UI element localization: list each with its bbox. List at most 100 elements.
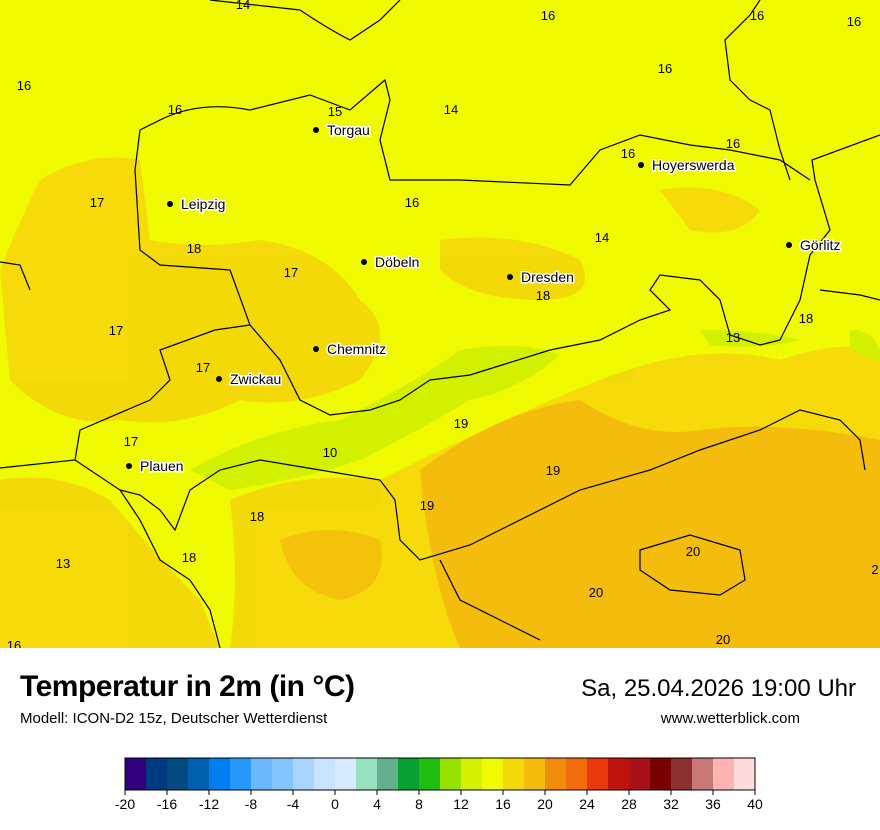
city-görlitz: Görlitz — [786, 236, 842, 255]
legend-tick-label: 8 — [415, 796, 423, 812]
legend-swatch — [167, 758, 189, 790]
legend-swatch — [146, 758, 168, 790]
model-source: Modell: ICON-D2 15z, Deutscher Wetterdie… — [20, 710, 328, 727]
legend-swatch — [503, 758, 525, 790]
city-zwickau: Zwickau — [216, 370, 283, 389]
legend-tick-label: 16 — [495, 796, 511, 812]
legend-tick-label: 36 — [705, 796, 721, 812]
temperature-label: 16 — [17, 78, 31, 93]
legend-tick-label: 12 — [453, 796, 469, 812]
legend-swatch — [440, 758, 462, 790]
temperature-label: 16 — [541, 8, 555, 23]
city-dot-icon — [126, 463, 132, 469]
city-dot-icon — [313, 346, 319, 352]
forecast-datetime: Sa, 25.04.2026 19:00 Uhr — [581, 675, 856, 702]
temperature-label: 14 — [595, 230, 609, 245]
temperature-label: 19 — [420, 498, 434, 513]
city-plauen: Plauen — [126, 457, 185, 476]
temperature-label: 18 — [799, 311, 813, 326]
city-label: Hoyerswerda — [652, 157, 735, 173]
city-dresden: Dresden — [507, 268, 575, 287]
temperature-label: 19 — [546, 463, 560, 478]
city-dot-icon — [786, 242, 792, 248]
city-torgau: Torgau — [313, 121, 371, 140]
temperature-label: 16 — [168, 102, 182, 117]
city-label: Zwickau — [230, 371, 281, 387]
city-dot-icon — [361, 259, 367, 265]
legend-swatch — [713, 758, 735, 790]
temperature-label: 13 — [726, 330, 740, 345]
legend-frame — [124, 757, 756, 791]
legend-tick-label: 40 — [747, 796, 763, 812]
legend-swatch — [230, 758, 252, 790]
legend-swatch — [608, 758, 630, 790]
legend-swatch — [293, 758, 315, 790]
temperature-label: 17 — [90, 195, 104, 210]
color-legend: -20 -16 -12 -8 -4 0 4 8 12 16 20 24 28 32 36 40 — [115, 757, 763, 812]
temperature-areas-18-20 — [280, 400, 880, 648]
legend-swatch — [188, 758, 210, 790]
city-label: Dresden — [521, 269, 574, 285]
temperature-label: 20 — [686, 544, 700, 559]
temperature-label: 16 — [405, 195, 419, 210]
city-dot-icon — [313, 127, 319, 133]
website-link[interactable]: www.wetterblick.com — [660, 710, 800, 727]
legend-swatch — [398, 758, 420, 790]
legend-swatch — [482, 758, 504, 790]
legend-swatch — [566, 758, 588, 790]
temperature-label: 19 — [454, 416, 468, 431]
city-label: Plauen — [140, 458, 184, 474]
temperature-label: 20 — [589, 585, 603, 600]
temperature-label: 10 — [323, 445, 337, 460]
legend-tick-label: 32 — [663, 796, 679, 812]
legend-tick-label: -16 — [157, 796, 177, 812]
legend-swatch — [419, 758, 441, 790]
legend-tick-label: 0 — [331, 796, 339, 812]
temperature-label: 17 — [284, 265, 298, 280]
city-dot-icon — [216, 376, 222, 382]
legend-tick-label: -8 — [245, 796, 258, 812]
temperature-label: 16 — [658, 61, 672, 76]
city-hoyerswerda: Hoyerswerda — [638, 156, 736, 175]
temperature-label: 13 — [56, 556, 70, 571]
temperature-label: 17 — [109, 323, 123, 338]
legend-swatch — [251, 758, 273, 790]
legend-swatch — [629, 758, 651, 790]
temperature-label: 17 — [196, 360, 210, 375]
legend-tick-label: 28 — [621, 796, 637, 812]
legend-swatch — [209, 758, 231, 790]
legend-tick-label: 4 — [373, 796, 381, 812]
legend-swatch — [545, 758, 567, 790]
legend-swatch — [587, 758, 609, 790]
legend-swatch — [356, 758, 378, 790]
legend-tick-label: -4 — [287, 796, 300, 812]
legend-swatch — [692, 758, 714, 790]
city-dot-icon — [167, 201, 173, 207]
city-döbeln: Döbeln — [361, 253, 421, 272]
temperature-areas-12-14 — [190, 330, 880, 490]
temperature-label: 18 — [536, 288, 550, 303]
city-label: Torgau — [327, 122, 370, 138]
temperature-label: 14 — [236, 0, 250, 12]
city-chemnitz: Chemnitz — [313, 340, 388, 359]
temperature-label: 16 — [7, 638, 21, 648]
temperature-label: 18 — [182, 550, 196, 565]
legend-swatch — [335, 758, 357, 790]
legend-swatch — [650, 758, 672, 790]
city-label: Leipzig — [181, 196, 225, 212]
temperature-labels: 14 16 16 16 16 16 15 14 16 16 16 17 16 18 17 14 18 13 18 17… — [7, 0, 879, 648]
legend-tick-label: 24 — [579, 796, 595, 812]
temperature-label: 15 — [328, 104, 342, 119]
temperature-label: 16 — [621, 146, 635, 161]
city-label: Chemnitz — [327, 341, 386, 357]
temperature-label: 20 — [716, 632, 730, 647]
legend-tick-label: -12 — [199, 796, 219, 812]
temperature-label: 16 — [750, 8, 764, 23]
city-label: Döbeln — [375, 254, 419, 270]
city-markers: Torgau Leipzig Döbeln Dresden Hoyerswerda Gör… — [126, 121, 842, 476]
temperature-label: 17 — [124, 434, 138, 449]
temperature-label: 2 — [871, 562, 878, 577]
legend-tick-label: -20 — [115, 796, 135, 812]
city-dot-icon — [507, 274, 513, 280]
city-leipzig: Leipzig — [167, 195, 227, 214]
